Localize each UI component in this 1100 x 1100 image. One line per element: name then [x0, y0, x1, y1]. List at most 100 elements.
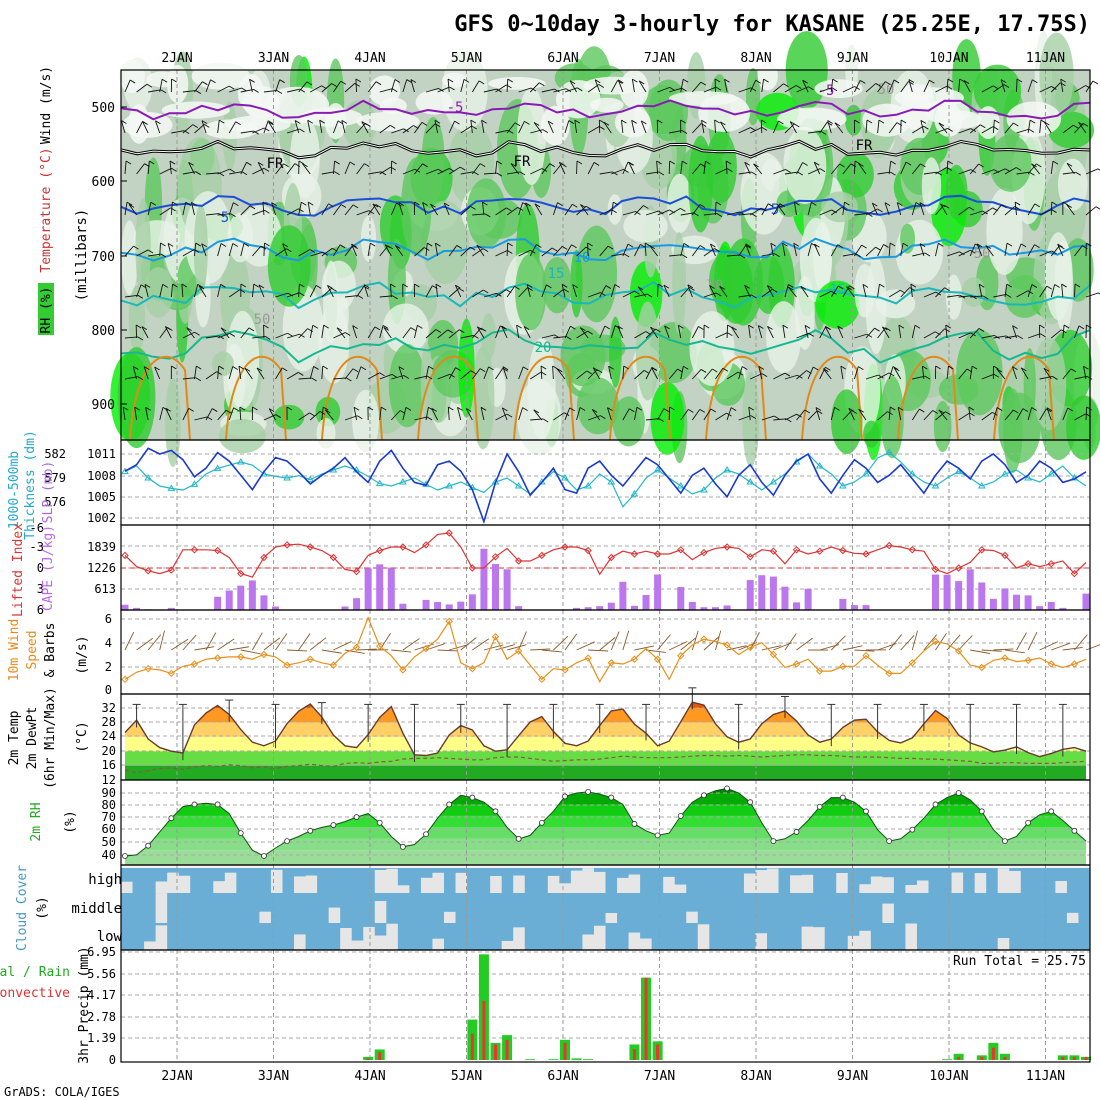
wind-barb	[720, 121, 728, 134]
cape-tick-label: 1839	[87, 540, 116, 554]
wind-barb-flag	[384, 244, 391, 248]
wind-barb	[240, 205, 251, 216]
cloud-cell	[259, 868, 272, 893]
wind-barb-flag	[700, 369, 707, 373]
wind-barb	[749, 207, 762, 216]
wind-barb-flag	[368, 210, 375, 215]
cloud-cell-clear	[836, 873, 849, 893]
cloud-cell-clear	[351, 940, 364, 950]
wind-barb	[784, 171, 798, 175]
wind-barb	[414, 375, 428, 380]
cloud-cell	[351, 923, 364, 941]
wind10-barb	[171, 638, 189, 651]
wind-barb	[842, 202, 845, 216]
cape-bar	[978, 582, 986, 610]
wind10-barb	[935, 633, 947, 651]
wind-barb	[448, 367, 456, 380]
temp-contour-25	[417, 355, 479, 441]
wind-barb-flag	[761, 207, 767, 212]
wind-barb	[770, 243, 774, 257]
day-label-bottom: 5JAN	[451, 1069, 482, 1084]
cloud-cell	[224, 893, 237, 923]
wind-barb	[599, 325, 606, 339]
wind-barb-flag	[724, 78, 730, 83]
cloud-cell	[697, 868, 710, 893]
wind-barb	[367, 326, 376, 339]
cloud-cell	[420, 893, 433, 923]
wind-barb	[773, 83, 784, 93]
wind-barb	[249, 79, 253, 93]
cloud-cell	[282, 923, 295, 950]
cloud-cell	[213, 923, 226, 950]
wind-barb-flag	[858, 366, 864, 370]
cloud-cell	[455, 923, 468, 950]
wind-barb-flag	[268, 408, 275, 413]
cloud-cell	[755, 923, 768, 934]
wind-barb	[205, 213, 220, 216]
rh-band	[125, 804, 1086, 816]
cloud-cell	[340, 923, 353, 929]
wind-barb-flag	[758, 325, 764, 329]
wind-barb-flag	[923, 125, 929, 130]
cloud-cell	[732, 868, 745, 893]
wind-barb-flag	[722, 367, 729, 372]
wind10-barb	[888, 634, 903, 651]
wind-barb	[877, 244, 884, 257]
wind-barb-flag	[364, 163, 370, 167]
rh-bands	[125, 788, 1086, 865]
thickness-marker	[514, 482, 523, 489]
wind-barb	[656, 161, 659, 175]
cloud-cell	[640, 868, 653, 893]
wind-barb-flag	[797, 171, 804, 176]
cloud-units: (%)	[35, 896, 50, 919]
wind-barb	[970, 210, 983, 216]
wind-barb	[908, 79, 913, 93]
cloud-cell	[167, 868, 180, 873]
wind-barb	[796, 370, 807, 380]
wind-barb	[958, 295, 972, 298]
wind-barb-flag	[533, 409, 539, 414]
wind-barb-flag	[514, 122, 521, 127]
wind-barb-flag	[996, 368, 1002, 373]
wind-barb-flag	[477, 326, 483, 331]
thickness-marker	[283, 474, 291, 481]
cloud-cell	[559, 923, 572, 950]
temp-label-3: (6hr Min/Max)	[43, 687, 58, 789]
wind-barb-flag	[1031, 163, 1037, 168]
temp-units: (°C)	[75, 721, 90, 752]
wind-barb	[1050, 329, 1062, 339]
wind-barb-flag	[751, 171, 757, 176]
wind-barb	[159, 242, 161, 257]
wind-barb	[147, 202, 152, 216]
wind-barb-flag	[225, 409, 232, 414]
cloud-cell	[836, 923, 849, 950]
cloud-cell	[709, 923, 722, 950]
rh-marker	[538, 819, 545, 826]
wind-barb-flag	[235, 121, 241, 126]
wind-barb-flag	[897, 406, 904, 411]
cloud-cell	[478, 893, 491, 923]
rh-marker	[446, 801, 453, 808]
precip-convective-bar	[1072, 1056, 1076, 1060]
dewpoint-line	[124, 754, 1087, 774]
rh-marker	[492, 808, 499, 815]
wind-barb-flag	[879, 283, 885, 288]
wind-barb-flag	[841, 206, 848, 211]
wind-barb	[205, 408, 213, 421]
temp-contour-25	[609, 355, 671, 441]
wind-barb	[483, 88, 497, 93]
wind-barb	[159, 407, 164, 421]
wind-barb	[1085, 206, 1097, 216]
wind-barb-flag	[352, 325, 358, 329]
wind-barb-flag	[507, 78, 513, 83]
wind-barb-flag	[476, 244, 483, 249]
rh-shade	[282, 284, 324, 372]
wind-barb	[782, 243, 786, 257]
wind10-barb	[402, 638, 420, 651]
wind-barb	[136, 121, 143, 134]
wind-barb	[599, 285, 607, 298]
wind-barb	[553, 412, 565, 421]
wind-barb	[935, 287, 945, 298]
wind-barb-flag	[840, 365, 847, 370]
